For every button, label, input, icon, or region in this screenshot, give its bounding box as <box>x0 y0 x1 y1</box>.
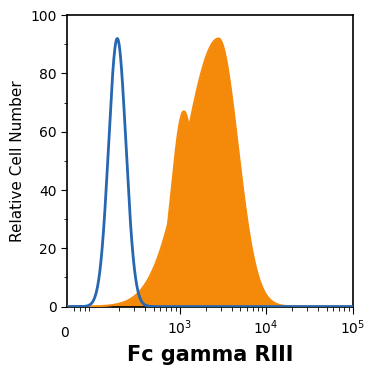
Text: 0: 0 <box>60 326 69 340</box>
X-axis label: Fc gamma RIII: Fc gamma RIII <box>127 345 293 365</box>
Y-axis label: Relative Cell Number: Relative Cell Number <box>10 80 25 242</box>
